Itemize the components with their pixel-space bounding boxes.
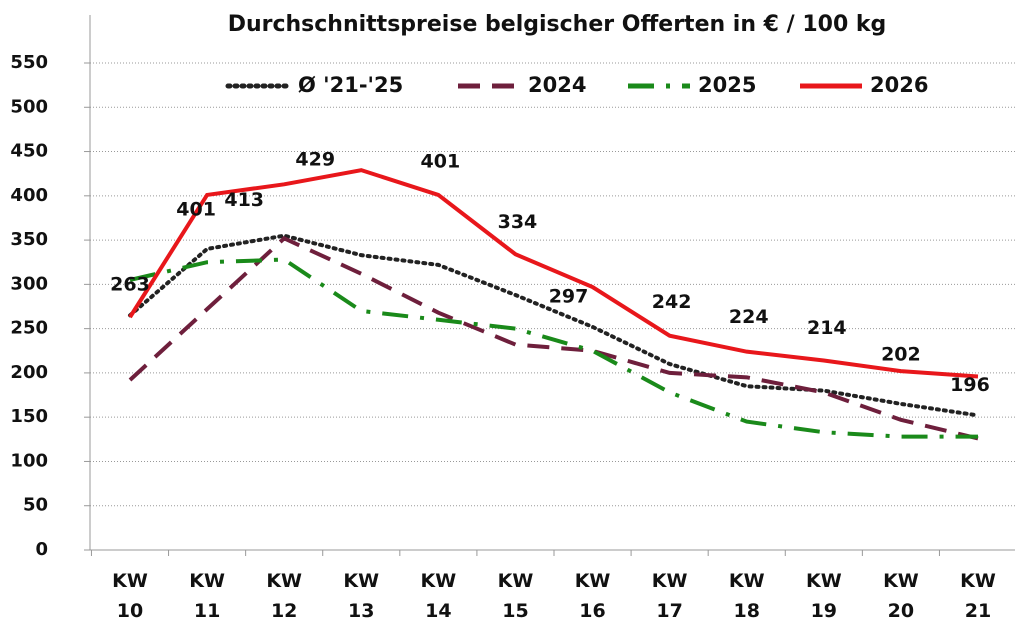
y-tick-label: 0 [35,539,48,560]
y-tick-label: 300 [10,273,48,294]
y-tick-label: 200 [10,362,48,383]
data-label: 224 [729,306,769,328]
x-tick-label: KW 17 [651,570,688,622]
data-label: 297 [549,286,589,308]
series-line [128,233,980,418]
series-line [128,168,979,379]
y-tick-label: 450 [10,141,48,162]
data-label: 242 [652,291,692,313]
x-tick-label: KW 20 [883,570,919,622]
chart-title: Durchschnittspreise belgischer Offerten … [228,12,887,37]
data-label: 334 [498,211,538,233]
data-label: 413 [224,189,264,211]
x-tick-label: KW 14 [420,570,457,622]
x-tick-label: KW 15 [497,570,534,622]
data-label: 401 [176,198,216,220]
legend-label: Ø '21-'25 [298,73,403,97]
data-label: 214 [807,317,847,339]
y-tick-label: 50 [23,495,48,516]
x-tick-label: KW 11 [189,570,225,622]
y-tick-label: 500 [10,96,48,117]
legend-label: 2025 [698,73,756,97]
x-tick-label: KW 21 [960,570,996,622]
y-tick-label: 150 [10,406,48,427]
legend-label: 2024 [528,73,586,97]
x-tick-label: KW 10 [112,570,148,622]
y-tick-label: 250 [10,318,48,339]
y-tick-label: 350 [10,229,48,250]
series-line [128,235,979,441]
y-tick-label: 550 [10,52,48,73]
data-label: 202 [881,344,921,366]
x-tick-label: KW 19 [805,570,842,622]
series-line [129,257,978,439]
y-tick-label: 400 [10,185,48,206]
x-tick-label: KW 16 [574,570,611,622]
data-label: 196 [950,374,990,396]
x-tick-label: KW 12 [266,570,303,622]
x-tick-label: KW 13 [343,570,380,622]
data-label: 401 [421,150,461,172]
x-tick-label: KW 18 [728,570,765,622]
data-label: 263 [110,274,150,296]
legend-label: 2026 [870,73,928,97]
y-tick-label: 100 [10,450,48,471]
data-label: 429 [295,149,335,171]
